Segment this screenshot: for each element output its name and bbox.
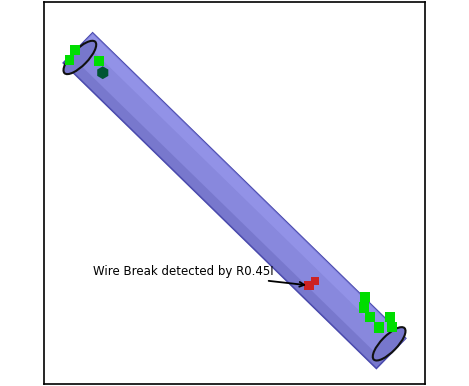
Ellipse shape	[63, 41, 96, 74]
Point	[71, 47, 79, 53]
Polygon shape	[63, 56, 384, 368]
Point	[375, 324, 383, 330]
Point	[388, 324, 395, 330]
Point	[66, 57, 73, 63]
Point	[361, 305, 368, 311]
Polygon shape	[84, 33, 406, 347]
Point	[305, 282, 313, 288]
Point	[311, 278, 318, 284]
Ellipse shape	[373, 327, 406, 361]
Point	[99, 69, 106, 76]
Polygon shape	[63, 33, 406, 368]
Point	[386, 314, 394, 320]
Point	[95, 58, 103, 64]
Point	[361, 294, 369, 300]
Point	[366, 314, 374, 320]
Text: Wire Break detected by R0.45I: Wire Break detected by R0.45I	[93, 265, 304, 287]
